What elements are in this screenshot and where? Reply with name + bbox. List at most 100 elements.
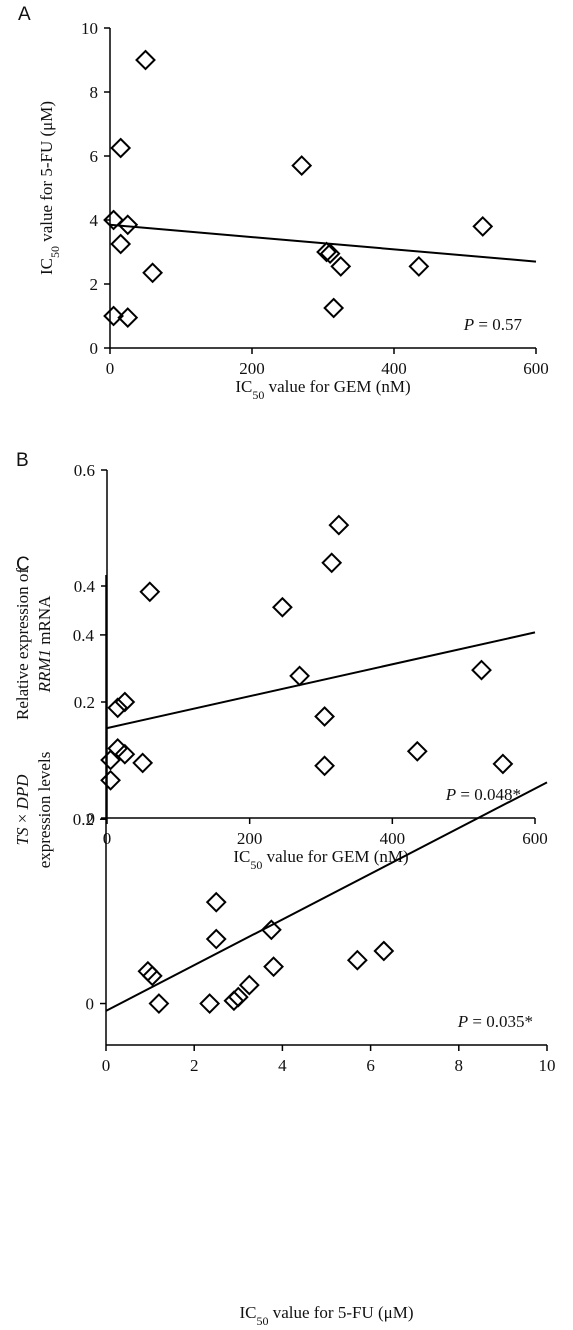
point — [135, 49, 156, 71]
text-part: Relative expression of — [13, 568, 32, 720]
text-part: IC — [235, 377, 252, 396]
point — [263, 956, 284, 978]
point — [316, 241, 337, 263]
point — [238, 974, 260, 996]
x-tick-label: 600 — [523, 359, 549, 378]
x-tick-label: 4 — [278, 1056, 287, 1075]
point — [132, 752, 154, 774]
point — [260, 919, 282, 941]
point — [406, 740, 428, 762]
x-tick-label: 200 — [237, 829, 263, 848]
y-tick-label: 0.2 — [73, 810, 94, 829]
text-part: P — [445, 785, 456, 804]
text-part: = 0.035* — [468, 1012, 533, 1031]
point — [114, 743, 136, 765]
x-tick-label: 10 — [539, 1056, 556, 1075]
text-part: = 0.57 — [474, 315, 522, 334]
text-part: RRM1 — [35, 649, 54, 693]
x-tick-label: 200 — [239, 359, 265, 378]
y-tick-label: 0.4 — [73, 626, 95, 645]
point — [471, 659, 492, 681]
point — [103, 305, 124, 327]
x-axis-label: IC50 value for 5-FU (μM) — [239, 1303, 413, 1328]
point — [148, 993, 170, 1014]
x-tick-label: 0 — [103, 829, 112, 848]
text-part: TS — [13, 827, 32, 845]
point — [472, 215, 494, 237]
x-tick-label: 8 — [455, 1056, 464, 1075]
y-tick-label: 0.2 — [74, 693, 95, 712]
point — [408, 255, 430, 277]
text-part: × — [13, 809, 32, 827]
text-part: IC — [239, 1303, 256, 1322]
y-axis-label: TS × DPD — [13, 774, 32, 846]
point — [205, 891, 227, 913]
text-part: value for 5-FU (μM) — [268, 1303, 413, 1322]
x-tick-label: 400 — [381, 359, 407, 378]
point — [291, 155, 313, 177]
point — [205, 928, 227, 950]
y-tick-label: 0 — [86, 995, 95, 1014]
y-axis-label: expression levels — [35, 752, 54, 869]
y-axis-label: IC50 value for 5-FU (μM) — [37, 101, 62, 275]
panel-label: B — [16, 450, 29, 471]
text-part: P — [457, 1012, 468, 1031]
point — [314, 706, 335, 727]
text-part: IC — [233, 847, 250, 866]
y-tick-label: 4 — [90, 211, 99, 230]
text-part: value for 5-FU (μM) — [37, 101, 56, 246]
text-part: expression levels — [35, 752, 54, 869]
x-axis-label: IC50 value for GEM (nM) — [235, 377, 410, 402]
x-tick-label: 0 — [106, 359, 115, 378]
annotation: P = 0.048* — [445, 785, 521, 804]
y-tick-label: 0.4 — [74, 577, 96, 596]
text-part: value for GEM (nM) — [262, 847, 408, 866]
text-part: value for GEM (nM) — [264, 377, 410, 396]
point — [117, 214, 139, 236]
y-axis-label: Relative expression of — [13, 568, 32, 720]
point — [100, 769, 121, 791]
point — [321, 552, 343, 574]
x-tick-label: 2 — [190, 1056, 199, 1075]
x-tick-label: 0 — [102, 1056, 111, 1075]
point — [319, 243, 341, 265]
point — [139, 581, 161, 603]
x-tick-label: 600 — [522, 829, 548, 848]
point — [100, 749, 121, 771]
text-part: IC — [37, 258, 56, 275]
point — [199, 993, 221, 1014]
text-part: 50 — [252, 388, 264, 402]
point — [223, 990, 245, 1012]
trend-line — [109, 223, 537, 263]
point — [141, 965, 163, 987]
point — [271, 596, 293, 618]
text-part: 50 — [48, 246, 62, 258]
y-tick-label: 0 — [90, 339, 99, 358]
point — [346, 949, 368, 971]
x-tick-label: 6 — [366, 1056, 375, 1075]
y-axis-label: RRM1 mRNA — [35, 595, 54, 694]
trend-line — [106, 631, 536, 730]
point — [117, 307, 139, 329]
point — [227, 986, 249, 1008]
panel-label: A — [18, 4, 31, 25]
trend-line — [105, 781, 548, 1012]
point — [323, 297, 345, 319]
point — [142, 262, 164, 284]
panel-label: C — [16, 554, 30, 575]
point — [314, 755, 335, 777]
y-tick-label: 0 — [87, 809, 96, 828]
point — [330, 255, 352, 277]
text-part: mRNA — [35, 595, 54, 649]
point — [107, 697, 129, 719]
point — [328, 514, 350, 536]
y-tick-label: 0.6 — [74, 461, 95, 480]
point — [373, 940, 395, 962]
y-tick-label: 10 — [81, 19, 98, 38]
annotation: P = 0.035* — [457, 1012, 533, 1031]
text-part: DPD — [13, 774, 32, 811]
